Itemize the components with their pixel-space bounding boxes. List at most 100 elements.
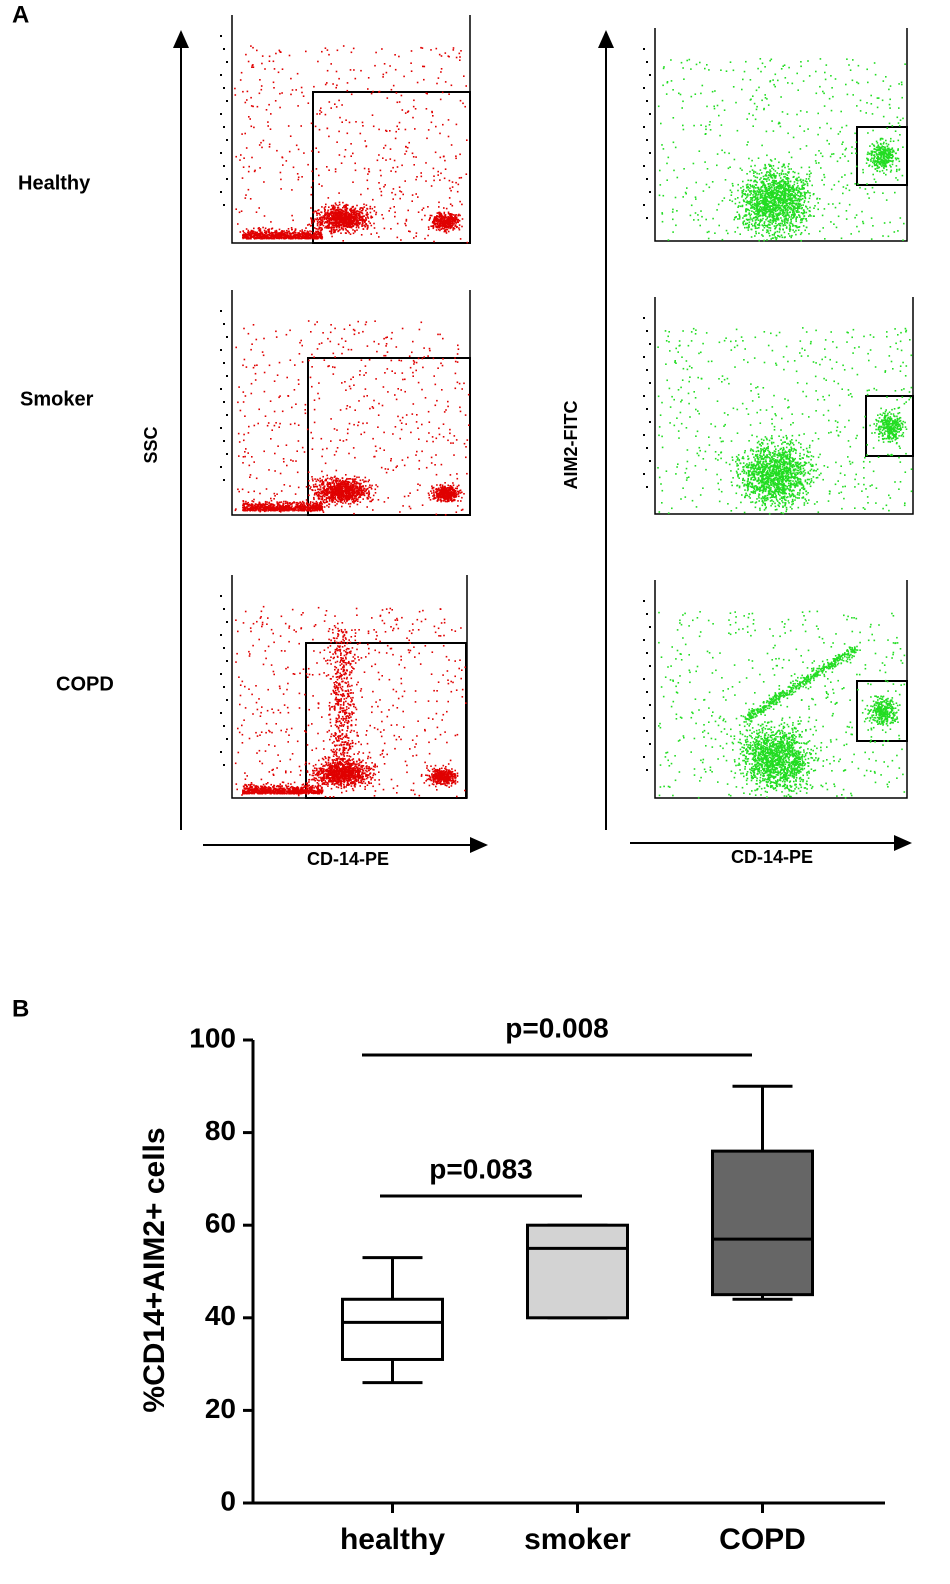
event-dot	[333, 353, 335, 355]
event-dot	[353, 513, 355, 515]
event-dot	[338, 230, 340, 232]
event-dot	[435, 454, 437, 456]
event-dot	[283, 461, 285, 463]
event-dot	[276, 150, 278, 152]
event-dot	[264, 504, 266, 506]
event-dot	[341, 498, 343, 500]
event-dot	[279, 423, 281, 425]
event-dot	[241, 210, 243, 212]
event-dot	[413, 360, 415, 362]
event-dot	[431, 485, 433, 487]
event-dot	[383, 218, 385, 220]
event-dot	[322, 332, 324, 334]
event-dot	[428, 226, 430, 228]
event-dot	[336, 479, 338, 481]
event-dot	[244, 456, 246, 458]
event-dot	[325, 47, 327, 49]
event-dot	[463, 493, 465, 495]
event-dot	[246, 99, 248, 101]
event-dot	[287, 503, 289, 505]
event-dot	[354, 481, 356, 483]
event-dot	[439, 216, 441, 218]
event-dot	[292, 89, 294, 91]
event-dot	[404, 153, 406, 155]
event-dot	[324, 218, 326, 220]
event-dot	[307, 164, 309, 166]
event-dot	[274, 425, 276, 427]
event-dot	[466, 139, 468, 141]
event-dot	[362, 486, 364, 488]
event-dot	[319, 478, 321, 480]
event-dot	[249, 118, 251, 120]
event-dot	[312, 502, 314, 504]
event-dot	[424, 215, 426, 217]
event-dot	[311, 506, 313, 508]
event-dot	[317, 225, 319, 227]
event-dot	[341, 228, 343, 230]
event-dot	[298, 149, 300, 151]
event-dot	[242, 505, 244, 507]
event-dot	[428, 129, 430, 131]
event-dot	[404, 223, 406, 225]
event-dot	[328, 497, 330, 499]
event-dot	[367, 226, 369, 228]
event-dot	[286, 334, 288, 336]
event-dot	[297, 105, 299, 107]
event-dot	[416, 176, 418, 178]
event-dot	[436, 438, 438, 440]
event-dot	[358, 400, 360, 402]
event-dot	[295, 89, 297, 91]
event-dot	[430, 49, 432, 51]
event-dot	[321, 438, 323, 440]
event-dot	[330, 485, 332, 487]
event-dot	[328, 506, 330, 508]
event-dot	[466, 473, 468, 475]
event-dot	[419, 460, 421, 462]
event-dot	[339, 480, 341, 482]
event-dot	[316, 321, 318, 323]
event-dot	[412, 372, 414, 374]
event-dot	[317, 210, 319, 212]
event-dot	[405, 146, 407, 148]
event-dot	[295, 228, 297, 230]
event-dot	[287, 501, 289, 503]
event-dot	[324, 480, 326, 482]
event-dot	[364, 491, 366, 493]
event-dot	[427, 235, 429, 237]
event-dot	[446, 492, 448, 494]
flow-plot	[220, 290, 470, 516]
event-dot	[274, 470, 276, 472]
event-dot	[455, 488, 457, 490]
event-dot	[378, 129, 380, 131]
event-dot	[451, 214, 453, 216]
event-dot	[324, 207, 326, 209]
event-dot	[280, 505, 282, 507]
event-dot	[254, 231, 256, 233]
event-dot	[441, 217, 443, 219]
event-dot	[298, 440, 300, 442]
event-dot	[281, 490, 283, 492]
event-dot	[367, 173, 369, 175]
event-dot	[425, 180, 427, 182]
event-dot	[458, 493, 460, 495]
event-dot	[350, 69, 352, 71]
event-dot	[361, 487, 363, 489]
event-dot	[406, 220, 408, 222]
event-dot	[353, 213, 355, 215]
event-dot	[243, 157, 245, 159]
event-dot	[376, 351, 378, 353]
event-dot	[287, 395, 289, 397]
event-dot	[413, 363, 415, 365]
event-dot	[428, 219, 430, 221]
event-dot	[240, 231, 242, 233]
event-dot	[374, 320, 376, 322]
event-dot	[333, 228, 335, 230]
event-dot	[422, 358, 424, 360]
event-dot	[340, 481, 342, 483]
event-dot	[303, 95, 305, 97]
event-dot	[279, 229, 281, 231]
event-dot	[284, 232, 286, 234]
event-dot	[433, 221, 435, 223]
event-dot	[335, 204, 337, 206]
event-dot	[282, 411, 284, 413]
